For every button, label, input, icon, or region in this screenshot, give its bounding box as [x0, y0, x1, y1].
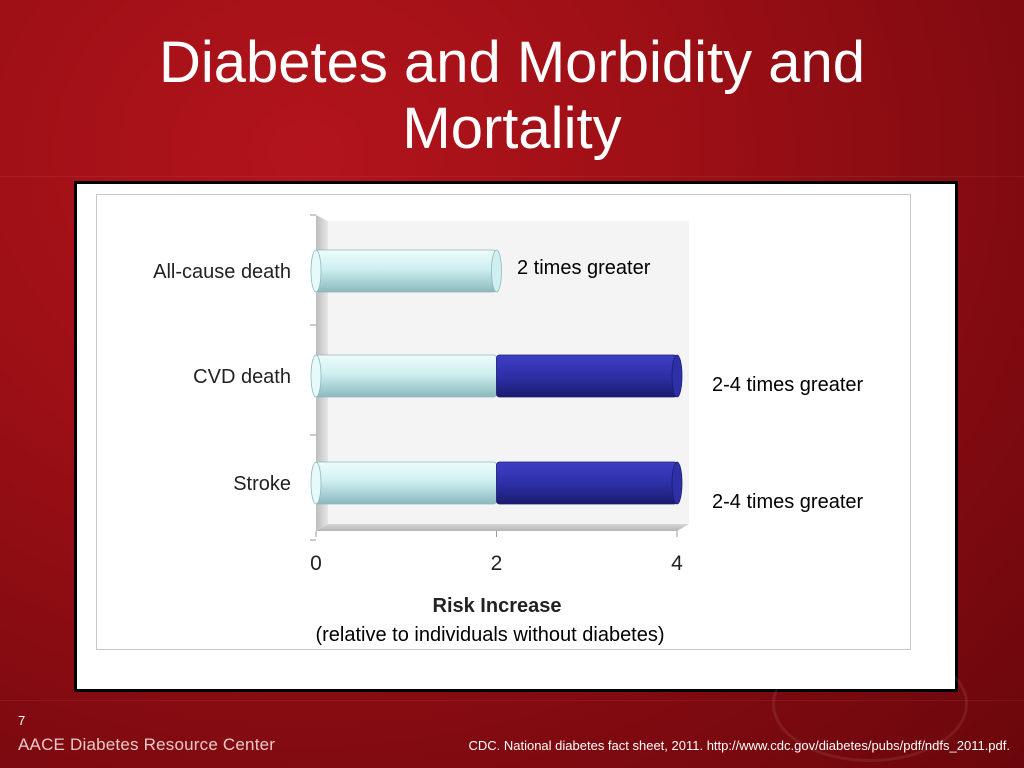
bar-range-segment [496, 461, 678, 505]
bar-base-segment [315, 461, 497, 505]
bar-start-cap [310, 354, 322, 398]
slide-title: Diabetes and Morbidity and Mortality [158, 30, 866, 161]
bar-end-cap [671, 461, 683, 505]
bar-base-segment [315, 354, 497, 398]
chart-panel: All-cause death 2 times greater CVD death 2… [96, 194, 911, 650]
bar-range-segment [496, 354, 678, 398]
x-tick-label: 0 [310, 552, 322, 575]
bar-start-cap [310, 249, 322, 293]
background-rule [0, 176, 1024, 177]
background-rule [0, 700, 1024, 701]
chart-subtitle: (relative to individuals without diabete… [315, 624, 664, 646]
category-label: Stroke [233, 473, 291, 495]
risk-bar-chart: All-cause death 2 times greater CVD death 2… [153, 214, 864, 646]
bar-annotation: 2-4 times greater [712, 491, 864, 513]
citation-text: CDC. National diabetes fact sheet, 2011.… [468, 738, 1010, 753]
bar-end-cap [491, 249, 502, 293]
chart-frame: All-cause death 2 times greater CVD death 2… [74, 181, 958, 692]
floor [316, 524, 689, 531]
x-tick-label: 2 [491, 552, 503, 575]
bar-annotation: 2 times greater [517, 257, 651, 279]
watermark-seal [772, 646, 968, 762]
bar-base-segment [315, 249, 497, 293]
x-axis-label: Risk Increase [433, 595, 562, 617]
x-tick-label: 4 [671, 552, 683, 575]
bar-start-cap [310, 461, 322, 505]
category-label: CVD death [193, 366, 291, 388]
footer-brand: AACE Diabetes Resource Center [18, 735, 276, 754]
bar-annotation: 2-4 times greater [712, 374, 864, 396]
slide-number: 7 [18, 713, 26, 728]
bar-end-cap [671, 354, 683, 398]
category-label: All-cause death [153, 261, 291, 283]
